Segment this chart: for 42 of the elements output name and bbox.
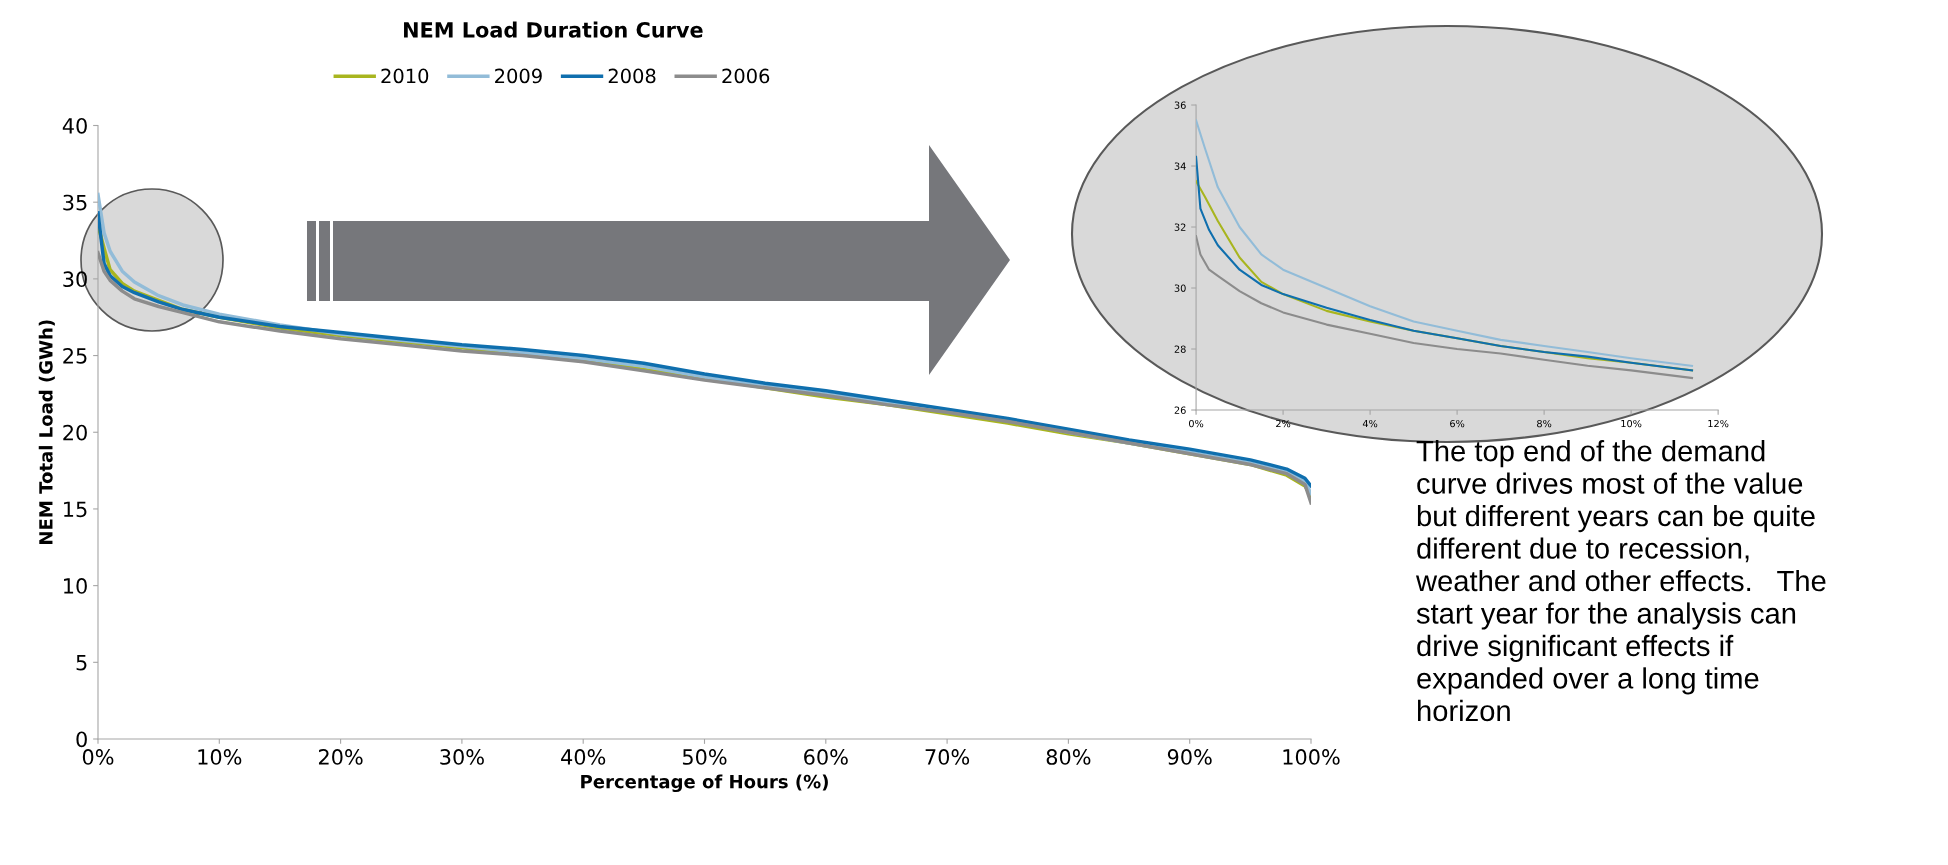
legend-label: 2008: [608, 68, 656, 84]
x-tick-label: 6%: [1450, 419, 1465, 428]
y-tick-label: 32: [1174, 223, 1186, 231]
y-tick-label: 20: [63, 424, 87, 441]
x-tick-label: 10%: [1621, 419, 1642, 428]
y-tick-label: 10: [64, 578, 87, 594]
y-tick-label: 25: [63, 348, 87, 364]
y-tick-label: 40: [62, 117, 87, 134]
y-tick-label: 30: [1174, 284, 1186, 292]
y-tick-label: 34: [1174, 162, 1186, 170]
x-tick-label: 0%: [1189, 419, 1204, 428]
y-tick-label: 15: [64, 501, 87, 518]
x-axis-title: Percentage of Hours (%): [581, 774, 828, 793]
x-tick-label: 0%: [82, 749, 114, 765]
y-axis-title: NEM Total Load (GWh): [38, 320, 55, 544]
x-tick-label: 80%: [1046, 749, 1091, 765]
line-series: [1196, 119, 1694, 367]
x-tick-label: 10%: [198, 749, 242, 765]
x-tick-label: 100%: [1283, 749, 1340, 765]
x-tick-label: 40%: [561, 749, 606, 765]
legend-label: 2010: [381, 68, 429, 84]
y-tick-label: 26: [1174, 406, 1186, 414]
y-tick-label: 35: [63, 194, 87, 211]
x-tick-label: 90%: [1167, 749, 1212, 765]
x-tick-label: 60%: [804, 749, 848, 765]
legend-label: 2009: [495, 68, 542, 84]
y-tick-label: 5: [76, 655, 87, 671]
y-tick-label: 28: [1174, 345, 1186, 353]
x-tick-label: 8%: [1537, 419, 1552, 428]
legend-label: 2006: [722, 68, 770, 84]
y-tick-label: 0: [76, 731, 87, 748]
y-tick-label: 36: [1174, 101, 1186, 109]
text: The top end of the demand curve drives most of the value but different years can be quite different due to recession, weather and other effects. The start year for the analysis can drive significant effects if expanded over a long time horizon: [1415, 440, 1826, 722]
x-tick-label: 2%: [1276, 419, 1291, 428]
x-tick-label: 70%: [925, 749, 970, 765]
x-tick-label: 12%: [1708, 419, 1729, 428]
x-tick-label: 20%: [318, 749, 363, 765]
x-tick-label: 4%: [1362, 419, 1378, 428]
chart-title: NEM Load Duration Curve: [404, 21, 703, 38]
line-series: [1196, 235, 1694, 380]
x-tick-label: 50%: [682, 749, 727, 765]
x-tick-label: 30%: [440, 749, 484, 765]
